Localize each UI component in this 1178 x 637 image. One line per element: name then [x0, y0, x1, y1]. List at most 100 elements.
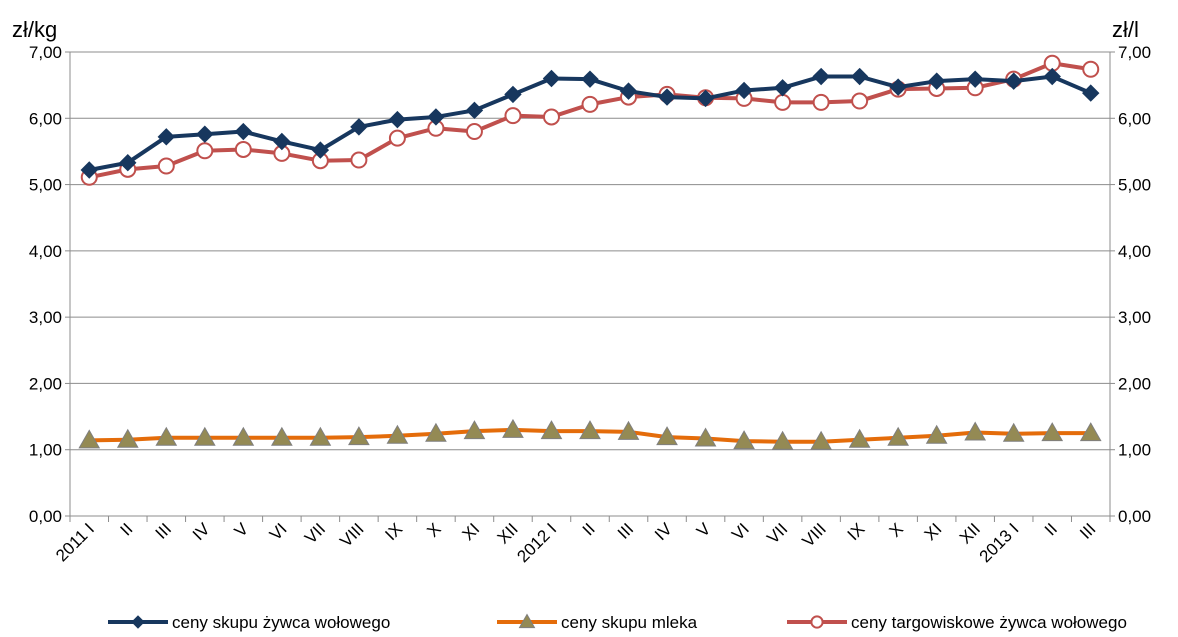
triangle-marker	[1002, 422, 1025, 442]
triangle-marker	[270, 426, 293, 446]
y-tick-label-left: 6,00	[29, 109, 62, 128]
y-tick-label-right: 5,00	[1118, 176, 1151, 195]
diamond-marker	[273, 132, 291, 151]
x-tick-label: IX	[381, 519, 406, 544]
y-tick-label-left: 0,00	[29, 507, 62, 526]
diamond-marker	[131, 615, 145, 629]
axes: 0,00 0,00 1,00 1,00 2,00 2,00 3,00 3,00 4,00 4,00…	[29, 43, 1151, 566]
y-tick-label-left: 5,00	[29, 176, 62, 195]
x-tick-label: XII	[494, 519, 522, 547]
circle-marker	[774, 93, 792, 111]
x-tick-label: II	[579, 519, 599, 539]
x-tick-label: VIII	[798, 519, 829, 550]
x-tick-label: V	[693, 519, 715, 541]
legend-label: ceny targowiskowe żywca wołowego	[851, 613, 1127, 632]
y-tick-label-left: 1,00	[29, 441, 62, 460]
circle-marker	[388, 129, 406, 147]
x-tick-label: V	[231, 519, 253, 541]
diamond-marker	[773, 79, 792, 97]
y-tick-label-left: 3,00	[29, 308, 62, 327]
legend-label: ceny skupu mleka	[561, 613, 698, 632]
series-0	[80, 67, 1100, 179]
x-tick-label: IX	[844, 519, 869, 544]
diamond-marker	[696, 89, 715, 108]
x-tick-label: VI	[266, 519, 291, 544]
diamond-marker	[735, 81, 753, 100]
diamond-marker	[427, 108, 445, 126]
diamond-marker	[157, 128, 176, 146]
y-tick-label-left: 7,00	[29, 43, 62, 62]
x-tick-label: XII	[956, 519, 984, 547]
y-tick-label-right: 1,00	[1118, 441, 1151, 460]
triangle-marker	[887, 426, 910, 446]
diamond-marker	[311, 141, 330, 159]
diamond-marker	[350, 118, 368, 136]
right-axis-unit: zł/l	[1112, 17, 1139, 42]
legend: ceny skupu żywca wołowego ceny skupu mlek…	[108, 613, 1127, 632]
triangle-marker	[733, 430, 755, 450]
diamond-marker	[812, 67, 830, 86]
x-tick-label: 2013 I	[976, 519, 1023, 566]
triangle-marker	[386, 424, 409, 444]
circle-marker	[465, 123, 483, 141]
triangle-marker	[463, 420, 486, 440]
x-tick-label: II	[116, 519, 136, 539]
diamond-marker	[619, 82, 638, 100]
triangle-marker	[1041, 422, 1064, 442]
circle-marker	[234, 140, 252, 158]
y-tick-label-right: 3,00	[1118, 308, 1151, 327]
x-tick-label: IV	[651, 519, 676, 544]
x-tick-label: VII	[763, 519, 791, 547]
legend-item: ceny skupu mleka	[497, 613, 698, 632]
triangle-marker	[540, 420, 563, 440]
triangle-marker	[232, 426, 255, 446]
diamond-marker	[889, 78, 907, 96]
diamond-marker	[581, 70, 599, 88]
legend-item: ceny targowiskowe żywca wołowego	[787, 613, 1127, 632]
diamond-marker	[927, 72, 946, 90]
y-tick-label-right: 6,00	[1118, 109, 1151, 128]
triangle-marker	[518, 613, 536, 629]
circle-marker	[851, 92, 869, 110]
diamond-marker	[80, 161, 98, 179]
diamond-marker	[1082, 84, 1100, 102]
triangle-marker	[810, 430, 832, 450]
triangle-marker	[771, 430, 794, 450]
x-tick-label: VII	[301, 519, 329, 547]
y-tick-label-right: 0,00	[1118, 507, 1151, 526]
circle-marker	[350, 151, 368, 169]
triangle-marker	[1079, 422, 1102, 442]
x-tick-label: VI	[728, 519, 753, 544]
diamond-marker	[966, 70, 984, 88]
y-tick-label-left: 4,00	[29, 242, 62, 261]
series	[78, 54, 1102, 450]
triangle-marker	[848, 428, 871, 448]
x-tick-label: 2012 I	[513, 519, 560, 566]
circle-marker	[812, 93, 830, 111]
circle-marker	[504, 107, 522, 125]
diamond-marker	[234, 122, 253, 141]
x-tick-label: X	[423, 519, 444, 540]
triangle-marker	[348, 426, 370, 446]
x-tick-label: XI	[458, 519, 483, 544]
diamond-marker	[388, 110, 407, 129]
legend-label: ceny skupu żywca wołowego	[172, 613, 390, 632]
y-tick-label-right: 2,00	[1118, 374, 1151, 393]
triangle-marker	[116, 428, 139, 448]
legend-item: ceny skupu żywca wołowego	[108, 613, 390, 632]
triangle-marker	[155, 426, 178, 446]
y-tick-label-right: 4,00	[1118, 242, 1151, 261]
x-tick-label: III	[1076, 519, 1099, 542]
left-axis-unit: zł/kg	[12, 17, 57, 42]
x-tick-label: XI	[921, 519, 946, 544]
x-tick-label: 2011 I	[52, 519, 98, 565]
circle-marker	[810, 615, 824, 629]
x-tick-label: VIII	[336, 519, 367, 550]
circle-marker	[581, 95, 599, 113]
triangle-marker	[309, 426, 332, 446]
x-tick-label: III	[152, 519, 175, 542]
diamond-marker	[504, 85, 522, 104]
triangle-marker	[925, 424, 948, 444]
